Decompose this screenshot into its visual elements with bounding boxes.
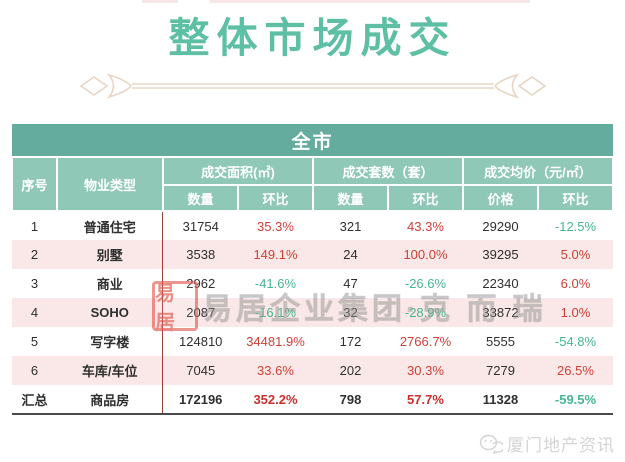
subheader-price: 价格 <box>461 184 539 212</box>
units-mom: 43.3% <box>407 218 444 234</box>
publisher-name: 厦门地产资讯 <box>507 436 615 455</box>
price-mom: 26.5% <box>557 363 594 378</box>
area-qty: 172196 <box>162 385 238 414</box>
top-accent-strip <box>210 0 530 3</box>
row-index: 2 <box>30 247 39 262</box>
area-mom: -41.6% <box>254 276 297 291</box>
table-banner: 全市 <box>11 124 613 157</box>
table-row: 2 别墅 3538 149.1% 24 100.0% 39295 5.0% <box>11 240 613 269</box>
wechat-icon <box>479 434 503 454</box>
publisher-logo: 厦门地产资讯 <box>479 431 615 456</box>
units-qty: 798 <box>339 391 362 407</box>
price-mom: 5.0% <box>560 247 591 262</box>
units-qty: 202 <box>339 363 362 378</box>
units-mom: 57.7% <box>407 391 444 407</box>
property-type: 商品房 <box>90 392 130 408</box>
area-qty: 31754 <box>162 211 238 240</box>
divider-flourish-icon <box>79 73 546 99</box>
units-qty: 47 <box>343 276 358 291</box>
area-qty: 2087 <box>162 298 238 327</box>
subheader-area-qty: 数量 <box>161 184 239 212</box>
page-title: 整体市场成交 <box>168 15 457 61</box>
price-mom: 1.0% <box>560 305 591 320</box>
price-mom: 6.0% <box>560 276 591 291</box>
property-type: 写字楼 <box>90 335 130 350</box>
area-mom: 149.1% <box>253 247 298 262</box>
table-sub-header-row: 数量 环比 数量 环比 价格 环比 <box>12 184 615 212</box>
table-row: 5 写字楼 124810 34481.9% 172 2766.7% 5555 -54.8% <box>12 327 613 356</box>
avg-price: 7279 <box>486 363 515 378</box>
top-accent-strip <box>142 0 178 3</box>
avg-price: 22340 <box>482 276 519 291</box>
property-type: 普通住宅 <box>83 219 136 235</box>
header-group-area: 成交面积(㎡) <box>161 156 314 186</box>
units-mom: 100.0% <box>403 247 448 262</box>
table-row: 4 SOHO 2087 -16.1% 32 -28.9% 33872 1.0% <box>11 298 613 327</box>
header-no: 序号 <box>10 156 58 212</box>
property-type: SOHO <box>90 305 129 320</box>
property-type: 别墅 <box>96 248 123 263</box>
header-group-price: 成交均价（元/㎡） <box>461 156 615 186</box>
row-index: 6 <box>30 363 39 378</box>
property-type: 车库/车位 <box>81 364 138 379</box>
table-group-header-row: 序号 物业类型 成交面积(㎡) 成交套数（套） 成交均价（元/㎡） <box>10 156 615 212</box>
price-mom: -12.5% <box>554 218 597 234</box>
table-total-row: 汇总 商品房 172196 352.2% 798 57.7% 11328 -59.5% <box>11 385 613 414</box>
market-transactions-table: 全市 序号 物业类型 成交面积(㎡) 成交套数（套） 成交均价（元/㎡） 数量 … <box>10 124 615 415</box>
subheader-units-mom: 环比 <box>386 184 464 212</box>
avg-price: 5555 <box>486 334 515 349</box>
area-mom: -16.1% <box>254 305 297 320</box>
row-index: 1 <box>30 218 39 234</box>
area-qty: 7045 <box>162 356 238 385</box>
units-mom: -28.9% <box>404 305 447 320</box>
units-qty: 32 <box>343 305 358 320</box>
subheader-area-mom: 环比 <box>236 184 314 212</box>
row-index: 3 <box>30 276 39 291</box>
avg-price: 39295 <box>482 247 519 262</box>
table-row: 3 商业 2962 -41.6% 47 -26.6% 22340 6.0% <box>12 269 613 298</box>
units-qty: 321 <box>339 218 362 234</box>
table-row: 6 车库/车位 7045 33.6% 202 30.3% 7279 26.5% <box>11 356 613 385</box>
avg-price: 33872 <box>482 305 519 320</box>
area-mom: 35.3% <box>257 218 294 234</box>
area-qty: 3538 <box>162 240 238 269</box>
units-qty: 24 <box>343 247 358 262</box>
units-qty: 172 <box>339 334 362 349</box>
avg-price: 11328 <box>482 391 519 407</box>
area-mom: 352.2% <box>253 391 298 407</box>
row-index: 5 <box>30 334 39 349</box>
units-mom: -26.6% <box>404 276 447 291</box>
row-index: 4 <box>30 305 39 320</box>
price-mom: -54.8% <box>554 334 597 349</box>
subheader-units-qty: 数量 <box>311 184 389 212</box>
property-type: 商业 <box>96 277 123 292</box>
header-property-type: 物业类型 <box>55 156 164 212</box>
subheader-price-mom: 环比 <box>536 184 615 212</box>
table-row: 1 普通住宅 31754 35.3% 321 43.3% 29290 -12.5% <box>12 211 613 240</box>
header-group-units: 成交套数（套） <box>311 156 464 186</box>
avg-price: 29290 <box>482 218 519 234</box>
area-qty: 124810 <box>162 327 238 356</box>
table-banner-row: 全市 <box>11 124 613 157</box>
area-qty: 2962 <box>162 269 238 298</box>
price-mom: -59.5% <box>554 391 597 407</box>
row-index: 汇总 <box>21 392 48 408</box>
area-mom: 34481.9% <box>246 334 305 349</box>
ornamental-divider <box>0 72 625 102</box>
area-mom: 33.6% <box>257 363 294 378</box>
units-mom: 30.3% <box>407 363 444 378</box>
units-mom: 2766.7% <box>399 334 452 349</box>
table-body: 1 普通住宅 31754 35.3% 321 43.3% 29290 -12.5% 2 别墅 353… <box>11 211 613 414</box>
